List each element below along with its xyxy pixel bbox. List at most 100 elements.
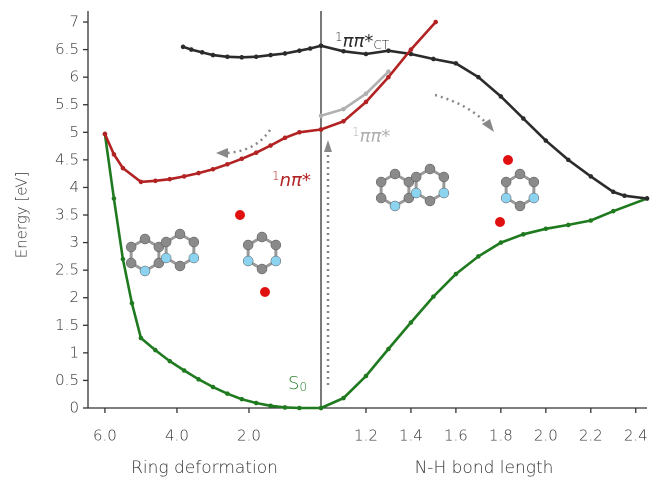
atom	[375, 192, 387, 204]
point	[282, 135, 288, 141]
atom	[270, 255, 282, 267]
point	[268, 403, 273, 409]
point	[297, 48, 302, 53]
point	[341, 395, 346, 401]
point	[386, 69, 391, 74]
decoration	[125, 93, 540, 385]
point	[318, 405, 324, 411]
atom	[153, 257, 165, 269]
point	[341, 118, 346, 124]
point	[363, 91, 369, 97]
point	[498, 94, 504, 99]
point	[129, 300, 135, 306]
line-series	[320, 44, 648, 200]
annotation-text: S	[288, 373, 299, 394]
point	[153, 178, 158, 184]
atom	[500, 176, 512, 188]
annotation-pre: 1	[352, 125, 360, 139]
arrowhead	[324, 140, 332, 152]
point	[644, 196, 650, 201]
atom	[424, 163, 436, 175]
point	[253, 400, 259, 406]
atom	[410, 171, 422, 183]
point	[225, 391, 230, 396]
x-axis-label: N-H bond length	[415, 458, 554, 478]
x-tick-label: 2.2	[579, 427, 603, 445]
y-tick-label: 7	[69, 13, 79, 31]
annotation-sub: CT	[373, 38, 389, 52]
y-tick-label: 5.5	[55, 95, 79, 113]
atom	[528, 192, 540, 204]
atom	[125, 257, 137, 269]
point	[521, 232, 526, 237]
annotation-pre: 1	[335, 30, 343, 44]
x-tick-label: 1.4	[399, 427, 423, 445]
atom	[256, 263, 268, 275]
atom	[514, 200, 526, 212]
annotation: 1ππ*CT	[335, 30, 390, 52]
y-tick-label: 2.5	[55, 261, 79, 279]
atom	[260, 287, 270, 297]
annotation-text: ππ*	[360, 126, 391, 147]
point	[199, 50, 205, 55]
point	[189, 47, 194, 52]
point	[239, 156, 245, 162]
point	[253, 54, 259, 60]
y-tick-label: 1.5	[55, 316, 79, 334]
point	[386, 74, 391, 80]
y-tick-label: 5	[69, 123, 79, 141]
atom	[403, 176, 415, 188]
point	[566, 222, 571, 228]
arrow	[434, 93, 489, 126]
point	[588, 218, 594, 223]
point	[307, 46, 313, 51]
atom	[174, 228, 186, 240]
annotation-pre: 1	[272, 169, 280, 183]
point	[111, 196, 117, 201]
point	[588, 174, 594, 179]
x-tick-label: 1.8	[489, 427, 513, 445]
x-tick-label: 1.6	[444, 427, 468, 445]
arrowhead	[482, 119, 494, 132]
point	[225, 54, 230, 60]
point	[210, 52, 216, 58]
annotation-text: ππ*	[343, 31, 374, 52]
arrowhead	[216, 148, 228, 158]
atom	[242, 255, 254, 267]
atom	[528, 176, 540, 188]
point	[386, 346, 391, 352]
y-tick-label: 6.5	[55, 40, 79, 58]
point	[453, 271, 459, 277]
point	[363, 51, 369, 57]
point	[453, 61, 459, 66]
y-tick-label: 3	[69, 233, 79, 251]
atom	[160, 236, 172, 248]
point	[153, 347, 158, 353]
atom	[235, 210, 245, 220]
y-tick-label: 1	[69, 343, 79, 361]
x-axis-label: Ring deformation	[131, 458, 278, 478]
point	[297, 130, 302, 135]
atom	[514, 168, 526, 180]
point	[610, 208, 616, 214]
point	[268, 52, 273, 58]
point	[297, 405, 302, 411]
point	[363, 373, 369, 379]
atom	[389, 200, 401, 212]
atom	[153, 241, 165, 253]
point	[521, 116, 526, 121]
x-tick-label: 1.2	[354, 427, 378, 445]
annotation: 1nπ*	[272, 169, 311, 191]
line-series	[320, 21, 437, 131]
point	[543, 138, 549, 143]
atom	[188, 252, 200, 264]
line-series	[103, 128, 322, 184]
x-tick-label: 4.0	[165, 427, 189, 445]
y-tick-label: 4	[69, 178, 79, 196]
atom	[500, 192, 512, 204]
point	[180, 44, 186, 50]
line-series	[320, 70, 390, 118]
y-tick-label: 3.5	[55, 206, 79, 224]
point	[610, 189, 616, 195]
point	[253, 150, 259, 156]
